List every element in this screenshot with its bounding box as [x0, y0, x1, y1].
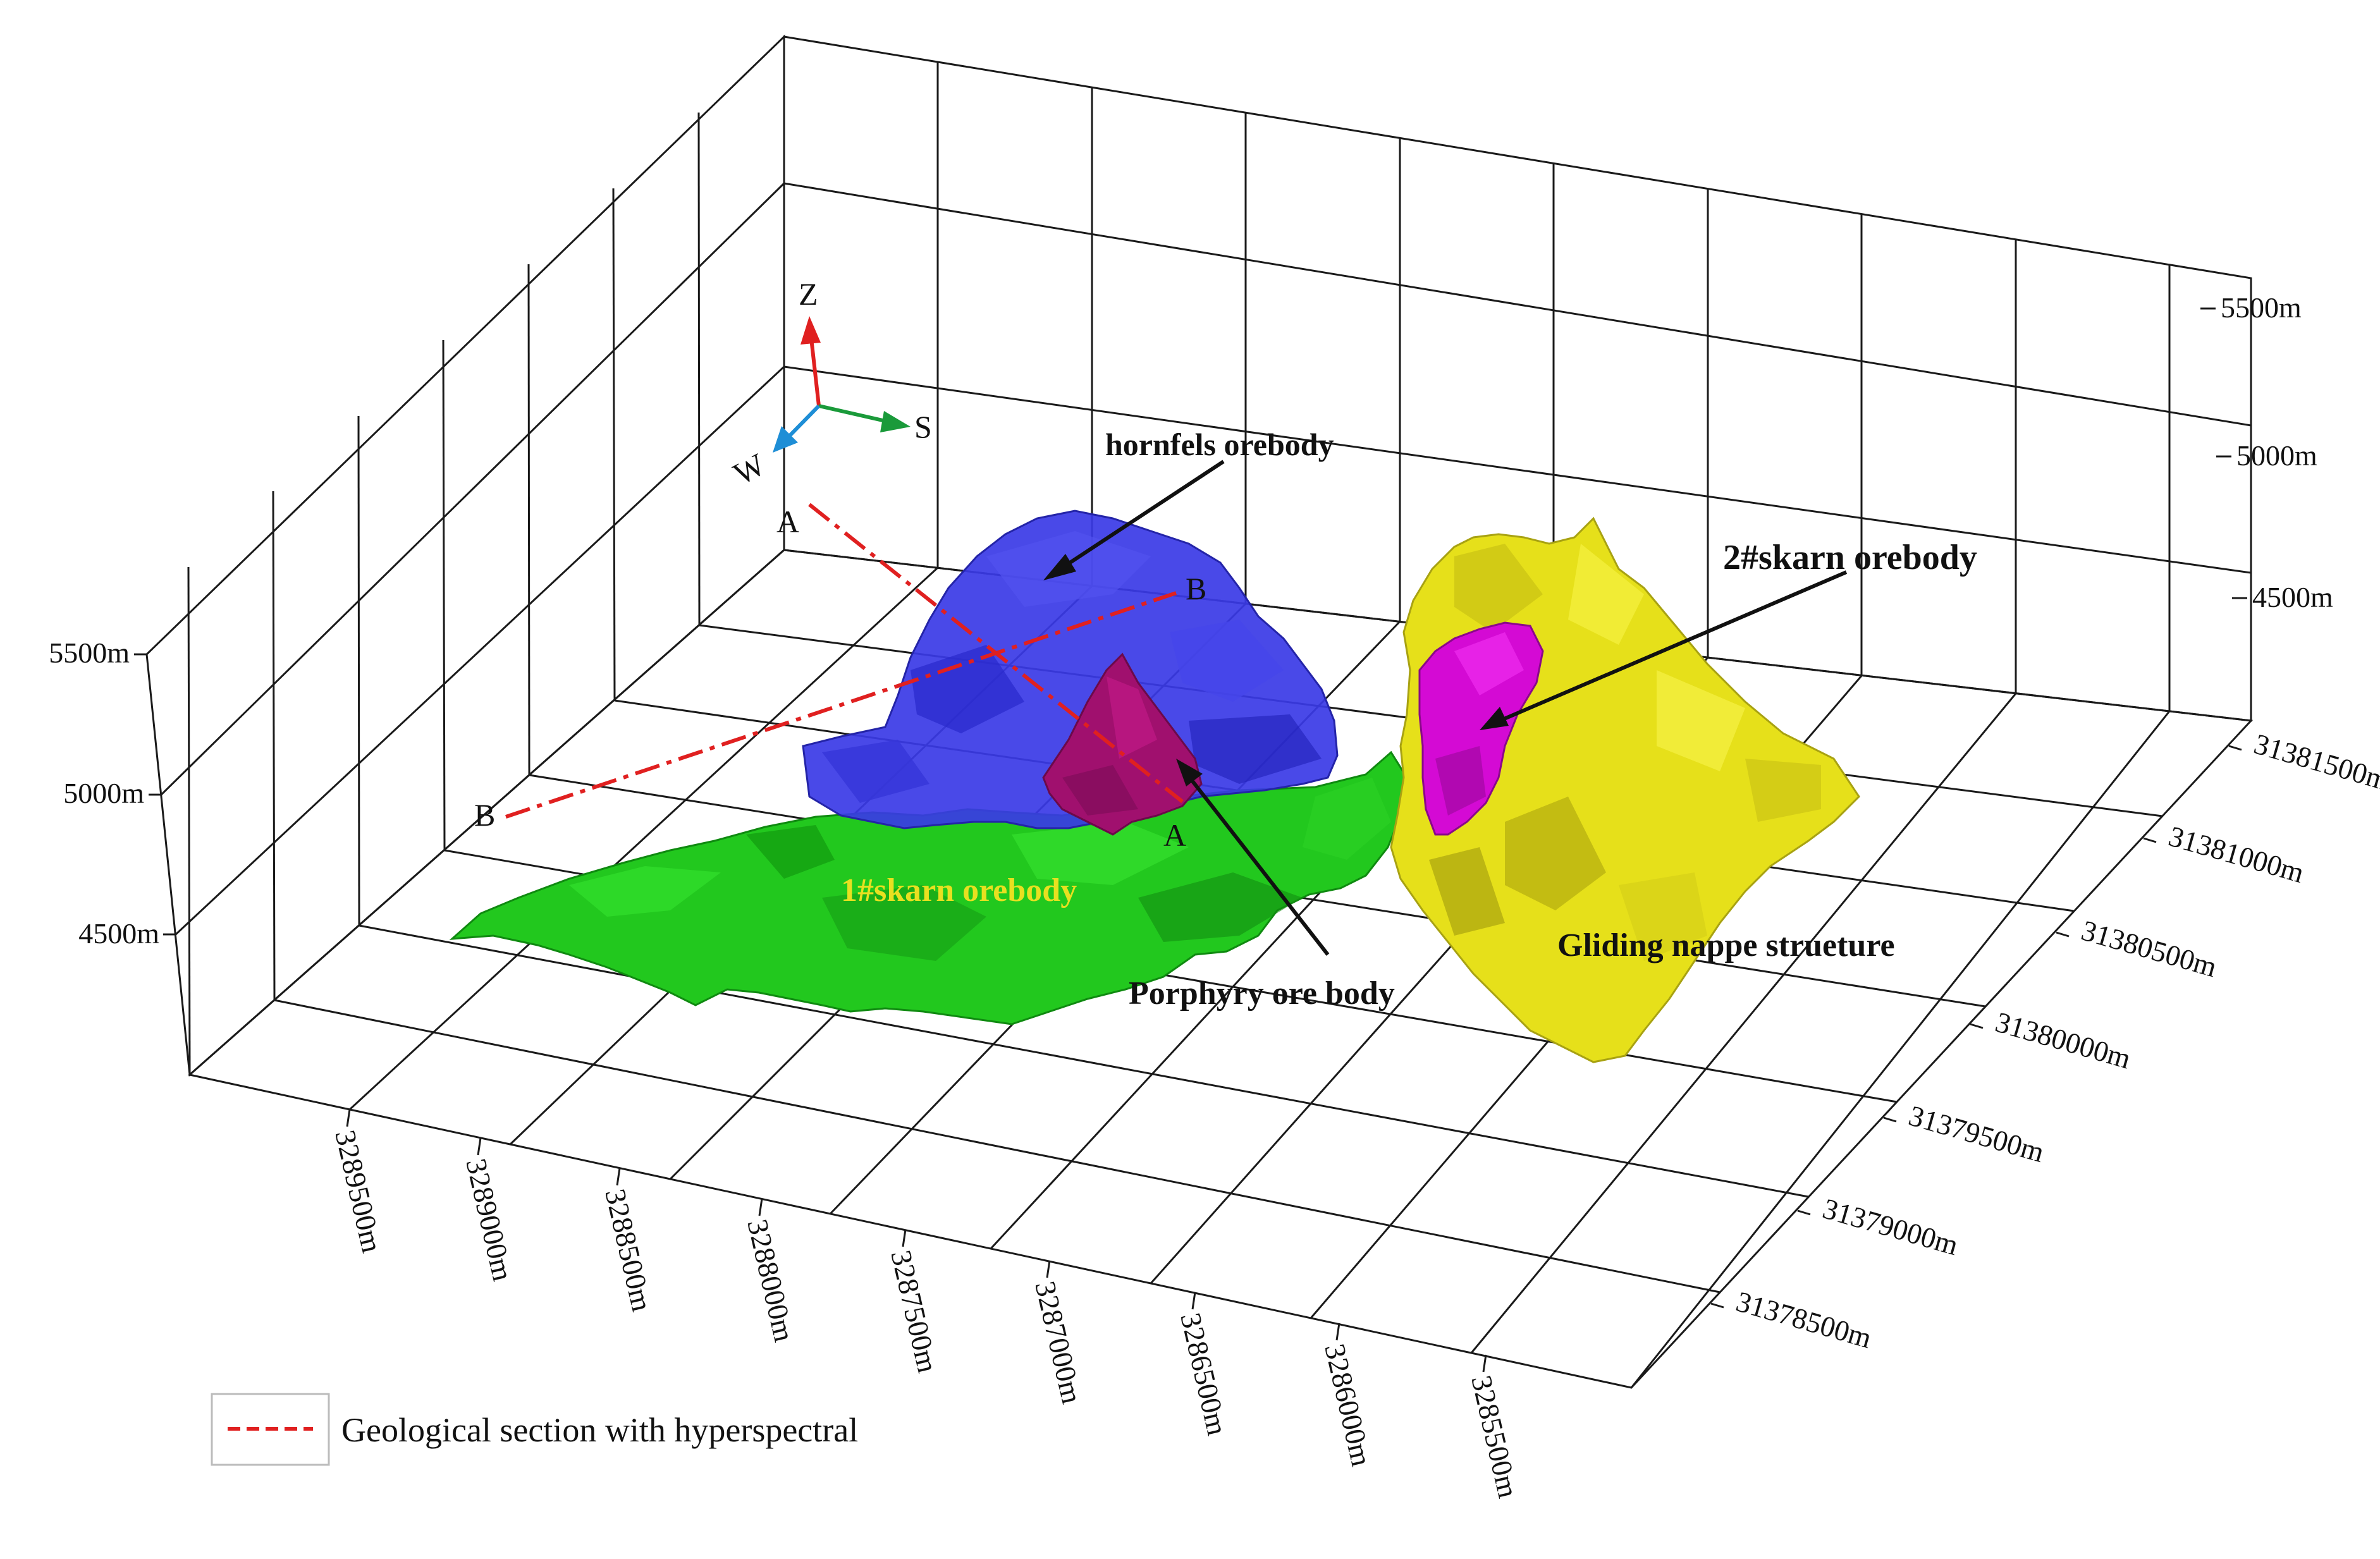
z-axis-right-labels: 5500m 5000m 4500m [2221, 291, 2333, 613]
y-right-label: 31380500m [2078, 914, 2221, 984]
porphyry-orebody-label: Porphyry ore body [1129, 975, 1395, 1012]
z-left-label: 5500m [49, 637, 130, 669]
y-right-label: 31381500m [2250, 728, 2380, 797]
label-arrows [1043, 460, 1848, 956]
y-right-label: 31379500m [1905, 1099, 2048, 1169]
z-right-label: 5000m [2236, 439, 2317, 472]
section-a-end-label: A [1163, 817, 1186, 853]
hornfels-arrow [1061, 460, 1225, 570]
legend-label: Geological section with hyperspectral [341, 1411, 858, 1449]
z-left-label: 4500m [78, 917, 159, 950]
porphyry-arrow [1187, 775, 1330, 956]
section-line-b [505, 591, 1177, 819]
x-front-label: 3289500m [329, 1127, 388, 1256]
section-b-start-label: B [474, 797, 495, 833]
x-front-label: 3287000m [1029, 1278, 1088, 1407]
x-front-label: 3288000m [741, 1216, 800, 1345]
x-front-label: 3289000m [460, 1156, 519, 1284]
nappe-structure-label: Gliding nappe strueture [1557, 927, 1895, 963]
x-front-label: 3286000m [1318, 1341, 1378, 1469]
orientation-gizmo: Z S W [728, 276, 932, 492]
porphyry-arrowhead-icon [1176, 759, 1203, 786]
z-left-label: 5000m [63, 777, 144, 809]
skarn2-arrowhead-icon [1480, 707, 1509, 730]
legend: Geological section with hyperspectral [211, 1393, 858, 1466]
x-front-label: 3288500m [599, 1186, 658, 1314]
z-right-label: 5500m [2221, 291, 2302, 324]
x-front-label: 3286500m [1174, 1310, 1234, 1438]
w-arrow-head-icon [773, 426, 798, 453]
z-axis-left-labels: 5500m 5000m 4500m [49, 637, 159, 950]
y-right-label: 31381000m [2165, 820, 2308, 890]
x-front-label: 3285500m [1465, 1373, 1524, 1501]
section-a-start-label: A [776, 504, 799, 539]
body-labels: hornfels orebody 2#skarn orebody 1#skarn… [841, 427, 1977, 1012]
s-arrow-head-icon [880, 411, 911, 432]
skarn1-orebody-label: 1#skarn orebody [841, 872, 1077, 908]
section-b-end-label: B [1186, 571, 1206, 606]
z-right-label: 4500m [2252, 581, 2333, 613]
x-front-label: 3287500m [885, 1247, 944, 1376]
w-axis-letter: W [728, 446, 771, 492]
hornfels-arrowhead-icon [1043, 554, 1076, 580]
section-lines: A A B B [474, 503, 1206, 853]
z-axis-letter: Z [799, 276, 818, 312]
z-arrow-head-icon [800, 316, 821, 345]
hornfels-orebody-label: hornfels orebody [1105, 427, 1334, 462]
hornfels-orebody-shape [802, 510, 1339, 829]
y-right-label: 31378500m [1733, 1285, 1875, 1355]
y-right-label: 31379000m [1819, 1192, 1962, 1262]
s-axis-letter: S [914, 409, 932, 444]
y-right-label: 31380000m [1992, 1006, 2135, 1075]
skarn2-arrow [1499, 570, 1848, 723]
skarn1-orebody-shape [449, 750, 1408, 1025]
skarn2-orebody-label: 2#skarn orebody [1723, 538, 1977, 577]
